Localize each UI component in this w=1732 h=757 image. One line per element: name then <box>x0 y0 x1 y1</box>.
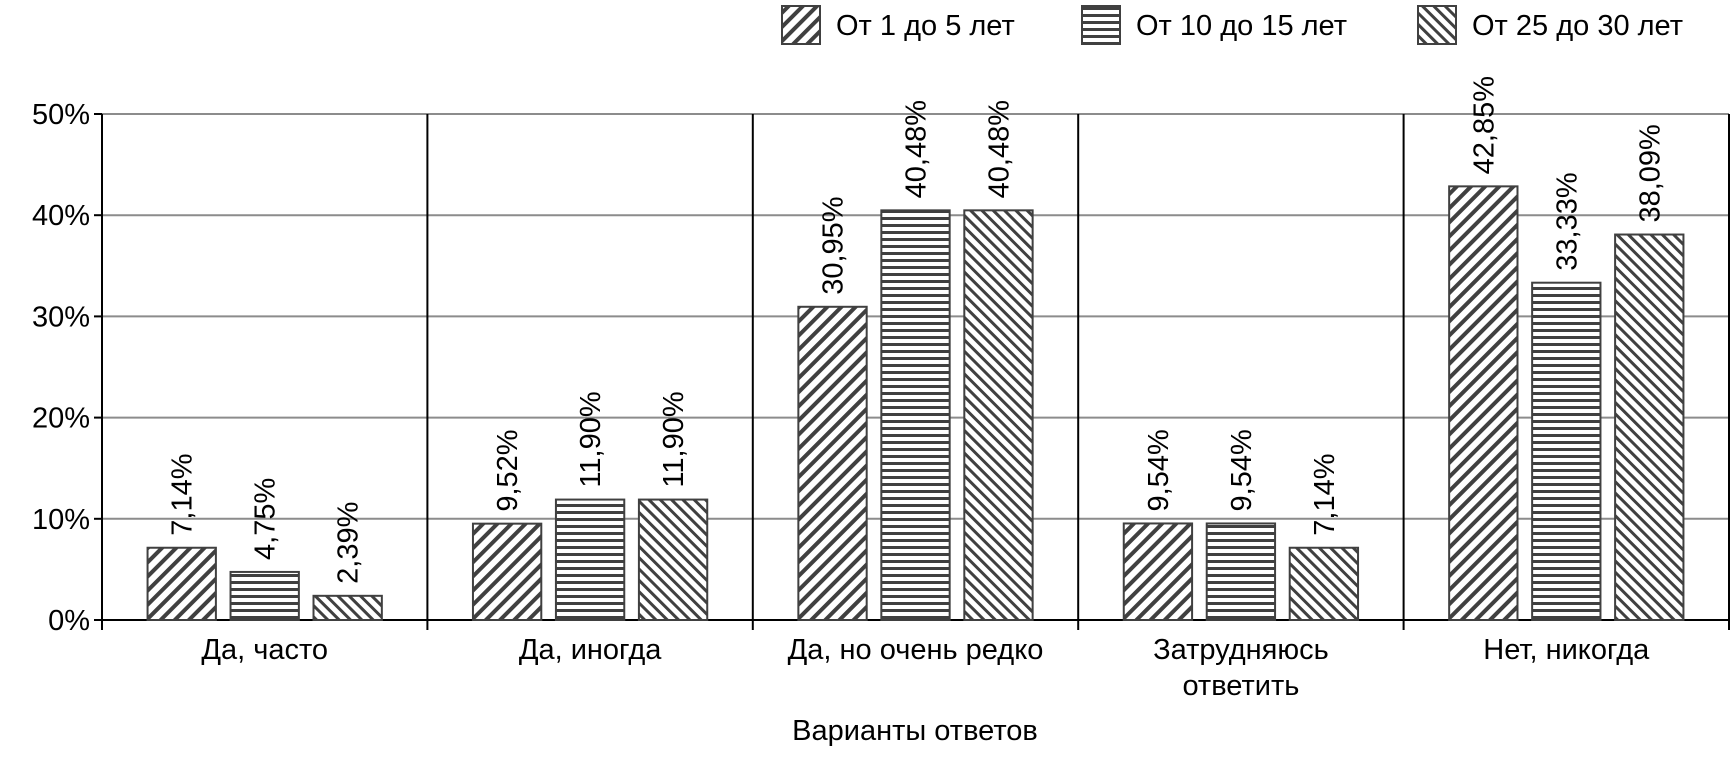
bar <box>637 498 709 621</box>
data-label: 38,09% <box>1634 124 1666 222</box>
y-tick-label: 50% <box>32 99 90 131</box>
legend-label: От 25 до 30 лет <box>1472 10 1683 42</box>
bar <box>146 546 217 622</box>
y-tick-label: 20% <box>32 403 90 435</box>
bar <box>880 209 951 621</box>
data-label: 2,39% <box>333 502 365 584</box>
x-tick-label: Да, часто <box>201 634 329 666</box>
x-tick-label: Да, иногда <box>518 634 662 666</box>
legend-label: От 1 до 5 лет <box>836 10 1015 42</box>
data-label: 7,14% <box>1309 454 1341 536</box>
data-label: 9,54% <box>1226 429 1258 511</box>
y-tick-label: 10% <box>32 504 90 536</box>
bar <box>963 209 1034 621</box>
bar <box>1614 233 1685 621</box>
data-label: 30,95% <box>818 196 850 294</box>
legend-swatch <box>1417 5 1457 45</box>
data-label: 33,33% <box>1551 172 1583 270</box>
bar <box>312 594 383 621</box>
x-axis-title: Варианты ответов <box>792 715 1038 747</box>
data-label: 9,54% <box>1143 429 1175 511</box>
data-label: 11,90% <box>575 391 607 487</box>
data-label: 40,48% <box>983 100 1015 198</box>
bar <box>1531 281 1602 621</box>
legend-swatch <box>781 5 821 45</box>
data-label: 9,52% <box>492 429 524 511</box>
bar <box>554 498 626 621</box>
bar <box>797 305 868 621</box>
bar <box>1205 522 1277 621</box>
bar <box>1122 522 1194 621</box>
bar <box>229 570 300 621</box>
legend-swatch <box>1081 5 1121 45</box>
data-label: 40,48% <box>901 100 933 198</box>
bar <box>1288 546 1360 622</box>
data-label: 42,85% <box>1468 76 1500 174</box>
data-label: 11,90% <box>658 391 690 487</box>
bar <box>471 522 543 621</box>
y-tick-label: 40% <box>32 200 90 232</box>
data-label: 7,14% <box>167 454 199 536</box>
x-tick-label: Да, но очень редко <box>787 634 1044 666</box>
y-tick-label: 30% <box>32 301 90 333</box>
x-tick-label: Нет, никогда <box>1483 634 1650 666</box>
y-tick-label: 0% <box>48 605 90 637</box>
legend-label: От 10 до 15 лет <box>1136 10 1347 42</box>
bar <box>1448 185 1519 621</box>
data-label: 4,75% <box>250 478 282 560</box>
x-tick-label: Затрудняюсь ответить <box>1153 634 1329 702</box>
